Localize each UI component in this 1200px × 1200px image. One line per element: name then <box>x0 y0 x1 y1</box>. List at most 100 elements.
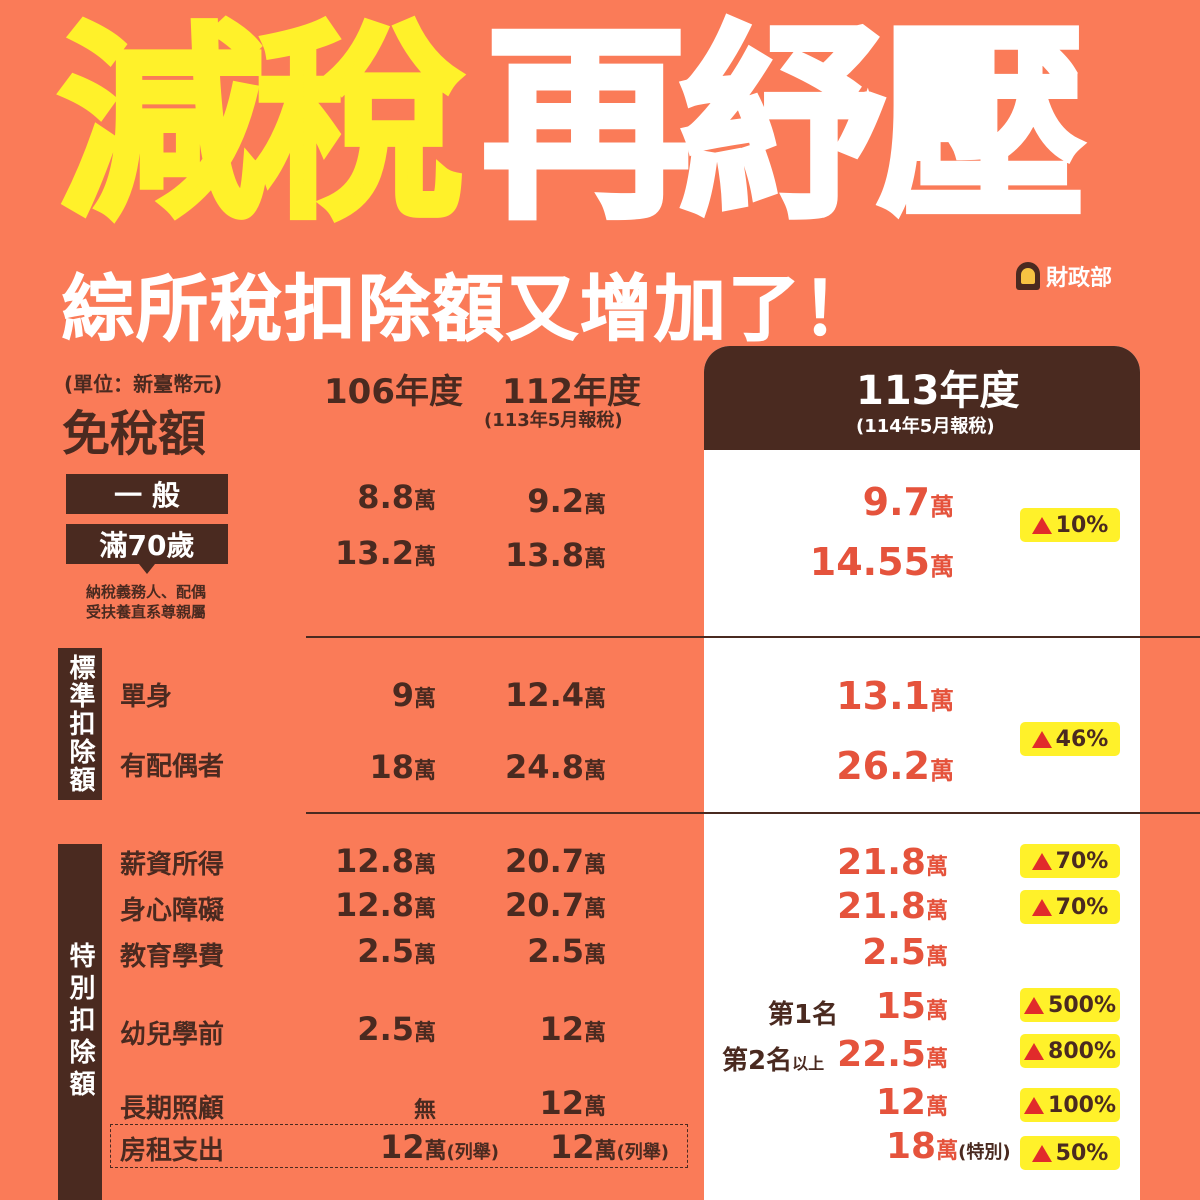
unit: 萬 <box>925 1047 948 1072</box>
senior-113: 14.55萬 <box>810 540 954 584</box>
value: 9.2 <box>527 482 584 520</box>
rent-106: 12萬(列舉) <box>380 1128 499 1166</box>
single-106: 9萬 <box>392 676 436 714</box>
label-education: 教育學費 <box>120 942 225 972</box>
preschool-second-113: 22.5萬 <box>837 1034 948 1075</box>
value: 24.8 <box>505 748 584 786</box>
value: 18 <box>369 748 414 786</box>
ministry-emblem-icon <box>1016 262 1040 290</box>
unit: 萬 <box>930 687 954 715</box>
preschool-first-label: 第1名 <box>768 1000 839 1030</box>
senior-106: 13.2萬 <box>335 534 436 572</box>
unit: 萬 <box>925 1095 948 1120</box>
section-standard-label: 標準扣除額 <box>58 648 102 800</box>
column-112: 112年度 <box>502 372 641 412</box>
unit: 萬 <box>925 999 948 1024</box>
up-triangle-icon <box>1024 996 1045 1014</box>
column-112-sub: (113年5月報稅) <box>484 410 623 431</box>
value: 2.5 <box>862 932 926 973</box>
unit: 萬 <box>413 687 436 712</box>
education-106: 2.5萬 <box>357 932 436 970</box>
value: 12 <box>380 1128 425 1166</box>
column-106: 106年度 <box>324 372 463 412</box>
disability-106: 12.8萬 <box>335 886 436 924</box>
label-longterm: 長期照顧 <box>120 1094 225 1124</box>
unit-note: (單位：新臺幣元) <box>64 372 223 396</box>
education-112: 2.5萬 <box>527 932 606 970</box>
increase-value: 70% <box>1055 848 1109 874</box>
increase-badge-preschool-second: 800% <box>1020 1034 1120 1068</box>
note: (特別) <box>958 1142 1011 1163</box>
unit: 萬 <box>413 759 436 784</box>
unit: 萬 <box>930 493 954 521</box>
value: 14.55 <box>809 540 930 584</box>
section-standard-text: 標準扣除額 <box>65 654 95 794</box>
label-salary: 薪資所得 <box>120 850 225 880</box>
title-highlight: 減稅 <box>55 5 467 247</box>
increase-value: 10% <box>1055 512 1109 538</box>
value: 9 <box>391 676 414 714</box>
label-senior: 滿70歲 <box>66 524 228 564</box>
preschool-second-label: 第2名以上 <box>722 1040 824 1077</box>
increase-badge-exemption: 10% <box>1020 508 1120 542</box>
unit: 萬 <box>413 897 436 922</box>
unit: 萬 <box>583 547 606 572</box>
label-senior-text: 滿70歲 <box>99 529 195 562</box>
value: 21.8 <box>837 842 926 883</box>
preschool-first-113: 15萬 <box>876 986 948 1027</box>
unit: 萬 <box>583 1021 606 1046</box>
married-113: 26.2萬 <box>836 744 954 788</box>
value: 12 <box>875 1082 926 1123</box>
value: 18 <box>886 1126 937 1167</box>
title-rest: 再紓壓 <box>479 5 1089 247</box>
salary-113: 21.8萬 <box>837 842 948 883</box>
unit: 萬 <box>583 1095 606 1120</box>
year-113-header <box>704 346 1140 450</box>
value: 2.5 <box>357 932 414 970</box>
education-113: 2.5萬 <box>862 932 948 973</box>
unit: 萬 <box>930 757 954 785</box>
senior-note: 納稅義務人、配偶 受扶養直系尊親屬 <box>85 583 206 621</box>
unit: 萬 <box>594 1139 617 1164</box>
arrow-down-icon <box>139 564 155 574</box>
column-113-sub: (114年5月報稅) <box>856 416 995 437</box>
value: 8.8 <box>357 478 414 516</box>
section-exemption-title: 免稅額 <box>62 406 207 462</box>
value: 26.2 <box>836 744 930 788</box>
unit: 萬 <box>583 853 606 878</box>
unit: 萬 <box>583 897 606 922</box>
up-triangle-icon <box>1024 1096 1045 1114</box>
general-113: 9.7萬 <box>863 480 954 524</box>
increase-badge-longterm: 100% <box>1020 1088 1120 1122</box>
up-triangle-icon <box>1031 730 1052 748</box>
value: 20.7 <box>505 842 584 880</box>
married-106: 18萬 <box>369 748 436 786</box>
unit: 萬 <box>925 899 948 924</box>
rent-112: 12萬(列舉) <box>550 1128 669 1166</box>
label-single: 單身 <box>120 682 173 712</box>
label-married: 有配偶者 <box>120 752 225 782</box>
increase-value: 46% <box>1055 726 1109 752</box>
value: 12 <box>539 1084 584 1122</box>
label-general-text: 一 般 <box>114 479 180 512</box>
unit: 萬 <box>925 945 948 970</box>
up-triangle-icon <box>1031 1144 1052 1162</box>
unit: 萬 <box>583 759 606 784</box>
label-preschool: 幼兒學前 <box>120 1020 225 1050</box>
suffix: 以上 <box>792 1054 825 1073</box>
divider <box>306 636 1200 638</box>
longterm-112: 12萬 <box>539 1084 606 1122</box>
value: 2.5 <box>527 932 584 970</box>
year-113-panel <box>704 346 1140 1200</box>
value: 22.5 <box>837 1034 926 1075</box>
unit: 萬 <box>413 1021 436 1046</box>
note: (列舉) <box>446 1142 499 1163</box>
note: (列舉) <box>616 1142 669 1163</box>
value: 20.7 <box>505 886 584 924</box>
unit: 萬 <box>583 493 606 518</box>
increase-value: 50% <box>1055 1140 1109 1166</box>
value: 9.7 <box>862 480 930 524</box>
divider <box>306 812 1200 814</box>
disability-113: 21.8萬 <box>837 886 948 927</box>
value: 13.1 <box>836 674 930 718</box>
